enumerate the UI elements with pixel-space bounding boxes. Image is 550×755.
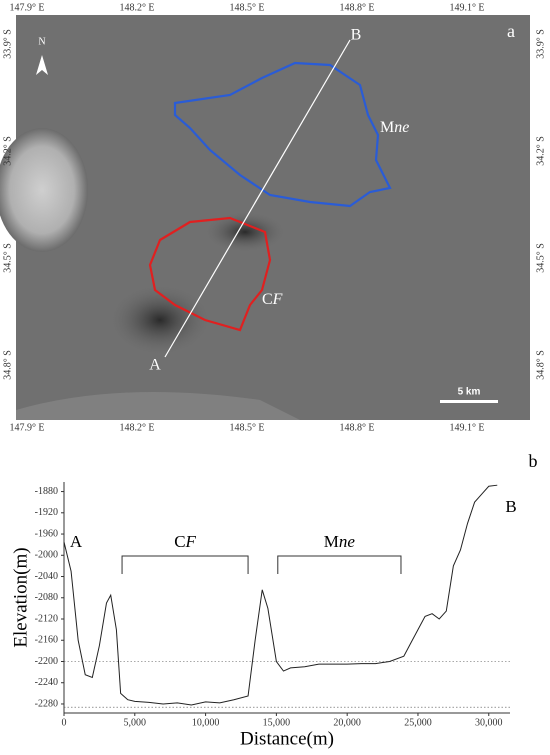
x-axis-label: Distance(m)	[240, 728, 334, 749]
lat-label: 34.2° S	[535, 136, 546, 166]
mne-label: Mne	[380, 119, 409, 136]
north-label: N	[38, 36, 45, 47]
label-part: F	[272, 291, 283, 308]
crater	[0, 128, 88, 252]
y-tick-label: -2120	[35, 613, 58, 624]
x-tick-label: 5,000	[124, 717, 147, 728]
profile-line	[164, 39, 351, 358]
label-part: ne	[394, 119, 409, 136]
label-part: F	[185, 532, 197, 551]
lon-label: 149.1° E	[449, 2, 484, 13]
end-label: B	[505, 497, 516, 516]
scale-label: 5 km	[458, 387, 481, 398]
lon-label: 149.1° E	[449, 422, 484, 433]
lat-label: 34.8° S	[2, 350, 13, 380]
lon-label: 148.8° E	[339, 422, 374, 433]
label-part: C	[262, 291, 273, 308]
label-part: M	[324, 532, 339, 551]
map-panel: N a B A Mne CF 5 km	[0, 15, 530, 420]
dark-area	[205, 212, 285, 252]
lat-label: 34.5° S	[535, 243, 546, 273]
lat-label: 33.9° S	[2, 29, 13, 59]
lon-label: 148.2° E	[119, 422, 154, 433]
end-label: A	[70, 532, 83, 551]
bracket	[277, 555, 402, 574]
x-tick-label: 25,000	[404, 717, 432, 728]
north-arrow	[36, 55, 48, 75]
panel-label: b	[529, 451, 538, 471]
y-tick-label: -2160	[35, 635, 58, 646]
dark-area	[110, 285, 210, 355]
x-tick-label: 0	[62, 717, 67, 728]
terrain	[16, 392, 300, 420]
y-tick-label: -2040	[35, 571, 58, 582]
y-tick-label: -1960	[35, 528, 58, 539]
label-part: C	[174, 532, 185, 551]
map-shade	[16, 15, 530, 420]
scale-bar	[440, 400, 498, 403]
label-part: M	[380, 119, 394, 136]
lon-label: 148.5° E	[229, 2, 264, 13]
point-label: A	[149, 357, 161, 374]
lat-label: 34.5° S	[2, 243, 13, 273]
lon-label: 148.8° E	[339, 2, 374, 13]
lat-label: 34.2° S	[2, 136, 13, 166]
point-label: B	[351, 27, 362, 44]
y-tick-label: -2000	[35, 550, 58, 561]
profile-line	[63, 484, 498, 706]
cf-label: CF	[262, 291, 283, 308]
y-tick-label: -2280	[35, 698, 58, 709]
panel-label: a	[507, 21, 515, 41]
cf-outline	[148, 216, 272, 332]
y-tick-label: -1880	[35, 486, 58, 497]
bracket-label: CF	[174, 532, 196, 551]
map-image	[16, 15, 530, 420]
x-tick-label: 30,000	[475, 717, 503, 728]
x-tick-label: 15,000	[263, 717, 291, 728]
mne-outline	[173, 61, 392, 208]
lon-label: 148.5° E	[229, 422, 264, 433]
label-part: ne	[339, 532, 356, 551]
y-tick-label: -2240	[35, 677, 58, 688]
bracket	[121, 555, 249, 574]
y-axis-label: Elevation(m)	[10, 547, 31, 647]
bracket-label: Mne	[324, 532, 356, 551]
lat-label: 34.8° S	[535, 350, 546, 380]
x-tick-label: 10,000	[192, 717, 220, 728]
y-tick-label: -1920	[35, 507, 58, 518]
x-tick-label: 20,000	[333, 717, 361, 728]
lat-label: 33.9° S	[535, 29, 546, 59]
y-tick-label: -2080	[35, 592, 58, 603]
lon-label: 147.9° E	[9, 422, 44, 433]
lon-label: 148.2° E	[119, 2, 154, 13]
lon-label: 147.9° E	[9, 2, 44, 13]
y-tick-label: -2200	[35, 656, 58, 667]
